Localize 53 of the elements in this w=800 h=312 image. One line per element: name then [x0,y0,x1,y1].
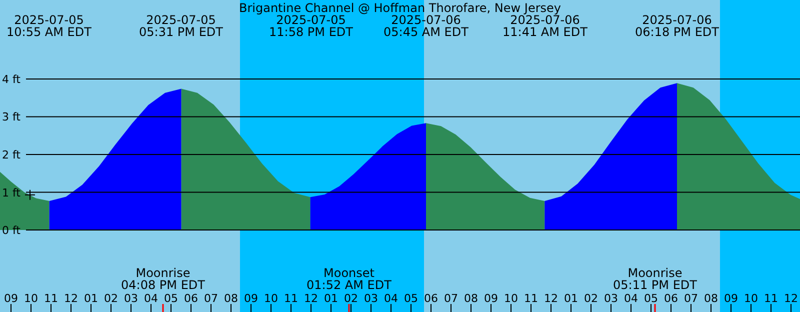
x-tick-label: 06 [184,292,198,305]
x-tick-label: 02 [104,292,118,305]
x-tick-label: 03 [364,292,378,305]
x-tick-label: 04 [624,292,638,305]
x-tick-label: 05 [644,292,658,305]
y-tick-label: 2 ft [2,148,22,162]
annotation: 2025-07-05 05:31 PM EDT [139,13,224,39]
x-tick-label: 08 [224,292,238,305]
annotation: Moonrise 04:08 PM EDT [121,266,206,292]
annotation: Moonrise 05:11 PM EDT [613,266,698,292]
x-tick-label: 05 [404,292,418,305]
x-tick-label: 10 [264,292,278,305]
annotation: 2025-07-06 11:41 AM EDT [502,13,588,39]
x-tick-label: 07 [684,292,698,305]
x-tick-label: 06 [424,292,438,305]
annotation: 2025-07-05 11:58 PM EDT [269,13,354,39]
x-tick-label: 05 [164,292,178,305]
x-tick-label: 09 [244,292,258,305]
y-tick-label: 3 ft [2,110,22,124]
x-tick-label: 08 [464,292,478,305]
annotation: 2025-07-06 06:18 PM EDT [635,13,720,39]
x-tick-label: 01 [84,292,98,305]
x-tick-label: 09 [484,292,498,305]
x-tick-label: 06 [664,292,678,305]
x-tick-label: 07 [444,292,458,305]
x-tick-label: 02 [584,292,598,305]
x-tick-label: 11 [764,292,778,305]
x-tick-label: 11 [524,292,538,305]
annotation: 2025-07-05 10:55 AM EDT [6,13,92,39]
x-tick-label: 10 [744,292,758,305]
x-tick-label: 07 [204,292,218,305]
x-tick-label: 11 [44,292,58,305]
x-tick-label: 12 [784,292,798,305]
x-tick-label: 12 [544,292,558,305]
x-tick-label: 03 [604,292,618,305]
x-tick-label: 12 [64,292,78,305]
x-tick-label: 12 [304,292,318,305]
x-tick-label: 10 [24,292,38,305]
x-tick-label: 09 [724,292,738,305]
x-tick-label: 03 [124,292,138,305]
chart-title: Brigantine Channel @ Hoffman Thorofare, New Jersey [238,1,562,15]
x-tick-label: 09 [4,292,18,305]
y-tick-label: 1 ft [2,186,22,200]
x-tick-label: 01 [564,292,578,305]
x-tick-label: 11 [284,292,298,305]
y-tick-label: 4 ft [2,72,22,86]
x-tick-label: 04 [384,292,398,305]
x-tick-label: 10 [504,292,518,305]
x-tick-label: 08 [704,292,718,305]
x-tick-label: 04 [144,292,158,305]
x-tick-label: 01 [324,292,338,305]
annotation: Moonset 01:52 AM EDT [306,266,392,292]
x-tick-label: 02 [344,292,358,305]
